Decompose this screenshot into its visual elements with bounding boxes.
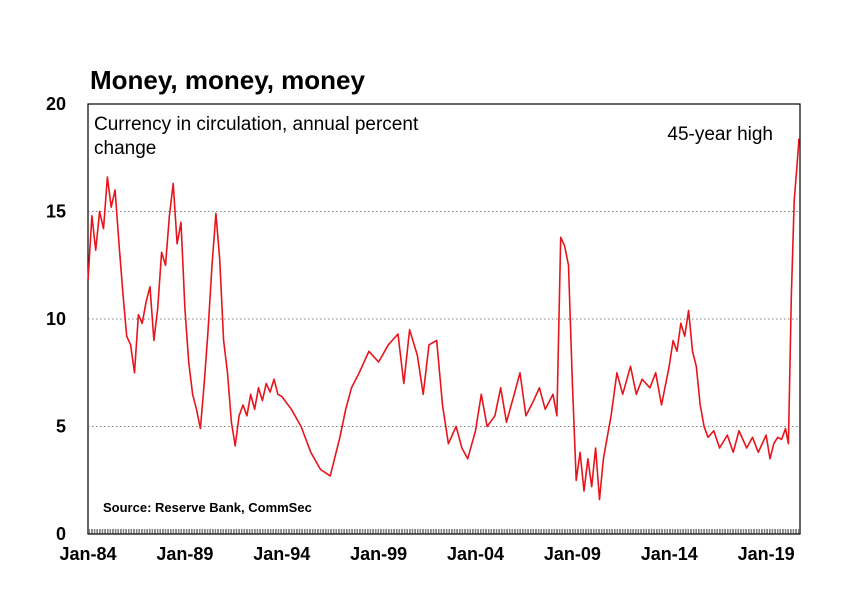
x-minor-ticks — [87, 529, 801, 534]
x-tick-label: Jan-09 — [544, 544, 601, 564]
y-tick-label: 10 — [46, 309, 66, 329]
y-tick-label: 5 — [56, 417, 66, 437]
source-note: Source: Reserve Bank, CommSec — [103, 500, 312, 515]
y-axis-ticks: 0 5 10 15 20 — [46, 94, 66, 544]
x-tick-label: Jan-84 — [59, 544, 116, 564]
annotation-45-year-high: 45-year high — [667, 124, 773, 145]
x-tick-label: Jan-19 — [738, 544, 795, 564]
x-tick-label: Jan-89 — [156, 544, 213, 564]
x-tick-label: Jan-04 — [447, 544, 504, 564]
y-tick-label: 0 — [56, 524, 66, 544]
x-tick-label: Jan-14 — [641, 544, 698, 564]
chart-title: Money, money, money — [90, 65, 366, 95]
x-axis-ticks: Jan-84 Jan-89 Jan-94 Jan-99 Jan-04 Jan-09 Jan-… — [59, 544, 794, 564]
x-tick-label: Jan-94 — [253, 544, 310, 564]
series-line-currency-growth — [87, 138, 800, 501]
y-tick-label: 15 — [46, 202, 66, 222]
y-tick-label: 20 — [46, 94, 66, 114]
x-tick-label: Jan-99 — [350, 544, 407, 564]
chart-subtitle-line1: Currency in circulation, annual percent — [94, 114, 419, 135]
gridlines — [88, 211, 800, 427]
chart-subtitle-line2: change — [94, 138, 156, 159]
